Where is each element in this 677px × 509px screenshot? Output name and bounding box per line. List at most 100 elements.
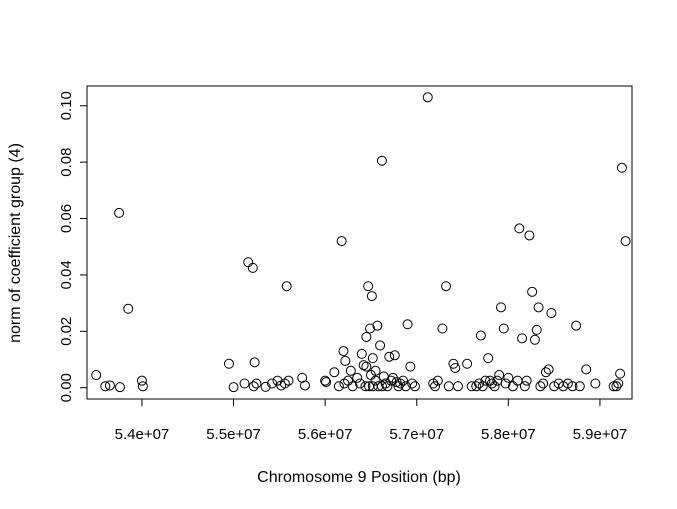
data-point [581, 364, 592, 375]
data-point [543, 364, 554, 375]
data-point [123, 303, 134, 314]
data-point [489, 381, 500, 392]
data-point [474, 378, 485, 389]
data-point [405, 361, 416, 372]
data-point [546, 307, 557, 318]
data-point [494, 370, 505, 381]
x-tick-label: 5.6e+07 [298, 426, 353, 443]
data-point [354, 378, 365, 389]
data-point [477, 381, 488, 392]
data-point [329, 367, 340, 378]
plot-frame [86, 85, 633, 400]
data-point [361, 331, 372, 342]
data-point [300, 380, 310, 391]
data-point [437, 323, 448, 334]
data-point [104, 380, 115, 391]
y-axis-title: norm of coefficient group (4) [7, 143, 24, 343]
data-point [243, 257, 254, 268]
data-point [100, 381, 111, 392]
data-point [514, 223, 525, 234]
data-point [611, 381, 622, 392]
data-point [137, 381, 148, 392]
data-point [590, 378, 601, 389]
data-point [519, 381, 530, 392]
data-point [503, 372, 514, 383]
data-point [613, 378, 624, 389]
data-point [496, 302, 507, 313]
data-point [398, 375, 409, 386]
data-point [347, 381, 358, 392]
data-point [376, 155, 387, 166]
data-point [375, 340, 386, 351]
data-point [376, 381, 387, 392]
data-point [248, 381, 259, 392]
data-point [352, 372, 363, 383]
x-tick-label: 5.7e+07 [389, 426, 444, 443]
data-point [114, 207, 125, 218]
data-point [228, 382, 239, 393]
data-point [320, 375, 331, 386]
data-point [517, 333, 528, 344]
data-point [448, 358, 459, 369]
x-tick-label: 5.4e+07 [115, 426, 170, 443]
data-point [527, 286, 538, 297]
data-point [260, 381, 271, 392]
data-point [360, 381, 371, 392]
data-point [538, 378, 549, 389]
data-point [507, 381, 518, 392]
data-point [395, 378, 406, 389]
data-point [452, 381, 463, 392]
data-point [114, 382, 125, 393]
x-tick-label: 5.5e+07 [206, 426, 261, 443]
data-point [223, 358, 234, 369]
data-point [356, 348, 367, 359]
data-point [480, 375, 491, 386]
data-point [251, 378, 262, 389]
data-point [249, 357, 260, 368]
data-point [389, 350, 400, 361]
data-point [363, 281, 374, 292]
data-point [361, 361, 372, 372]
y-tick-label: 0.10 [58, 91, 75, 120]
data-point [450, 362, 461, 373]
data-point [358, 360, 369, 371]
data-point [91, 370, 102, 381]
data-point [486, 378, 497, 389]
data-point [340, 355, 351, 366]
data-point [247, 262, 258, 273]
data-point [466, 381, 477, 392]
data-point [430, 381, 441, 392]
data-point [333, 381, 344, 392]
y-tick-label: 0.02 [58, 317, 75, 346]
data-point [441, 281, 452, 292]
data-point [531, 324, 542, 335]
data-point [471, 381, 482, 392]
data-point [345, 365, 356, 376]
data-point [402, 319, 413, 330]
data-point [338, 346, 349, 357]
data-point [136, 375, 147, 386]
y-axis: 0.00 0.02 0.04 0.06 0.08 0.10 [58, 91, 87, 402]
x-axis: 5.4e+07 5.5e+07 5.6e+07 5.7e+07 5.8e+07 5.9e+… [115, 398, 628, 443]
data-points [91, 92, 631, 393]
y-tick-label: 0.08 [58, 148, 75, 177]
x-tick-label: 5.9e+07 [573, 426, 628, 443]
data-point [239, 378, 250, 389]
data-point [365, 323, 376, 334]
data-point [373, 381, 384, 392]
data-point [535, 381, 546, 392]
x-tick-label: 5.8e+07 [481, 426, 536, 443]
data-point [524, 230, 535, 241]
data-point [432, 375, 443, 386]
data-point [483, 353, 494, 364]
data-point [521, 375, 532, 386]
data-point [475, 330, 486, 341]
data-point [620, 236, 631, 247]
data-point [407, 378, 418, 389]
data-point [283, 375, 294, 386]
data-point [384, 351, 395, 362]
data-point [297, 372, 308, 383]
data-point [366, 291, 377, 302]
data-point [281, 281, 292, 292]
